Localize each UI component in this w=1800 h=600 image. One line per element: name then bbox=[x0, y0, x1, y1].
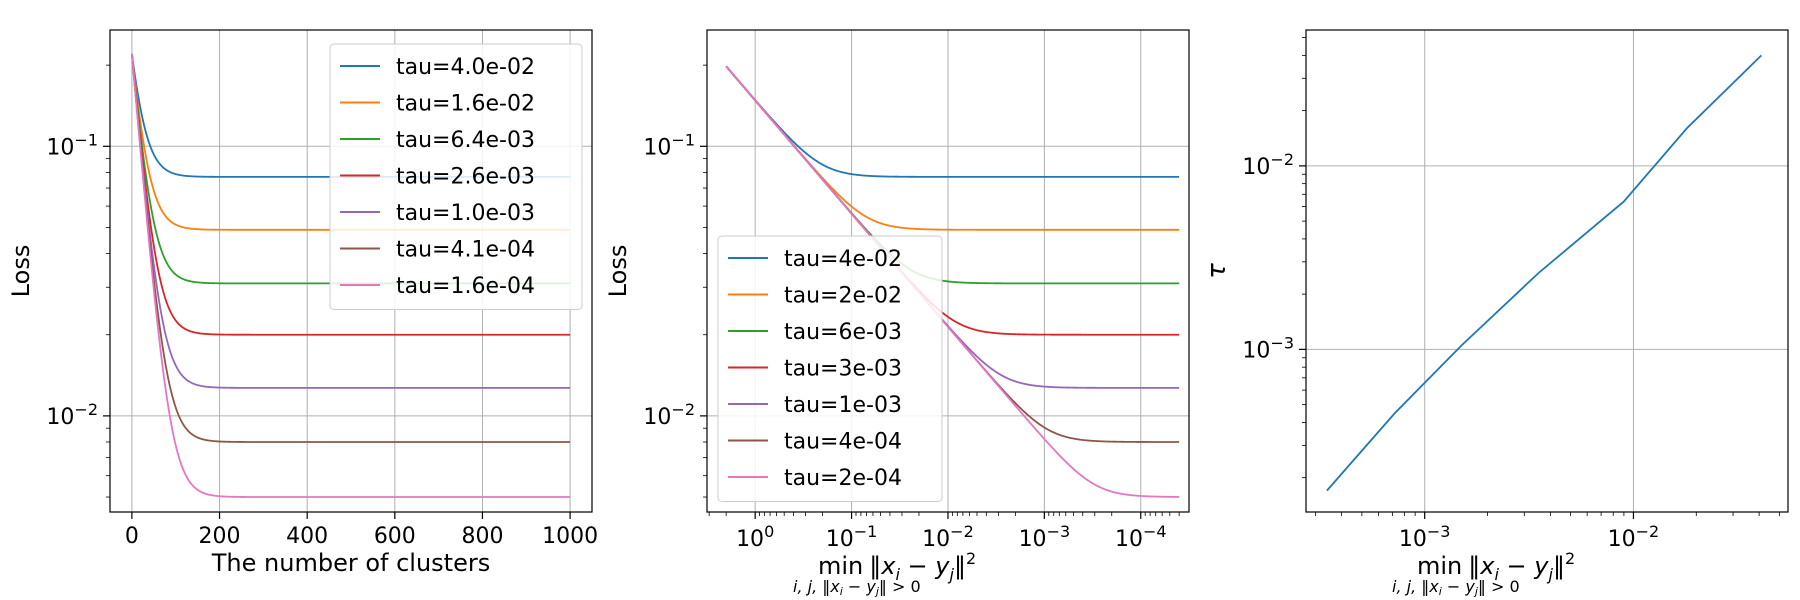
x-tick-label: 800 bbox=[461, 524, 503, 549]
x-tick-label: 400 bbox=[286, 524, 328, 549]
legend-label: tau=2.6e-03 bbox=[396, 165, 535, 190]
series-line bbox=[725, 65, 1180, 178]
legend-label: tau=6.4e-03 bbox=[396, 128, 535, 153]
x-axis-label: min ‖xi − yj‖2 bbox=[1417, 549, 1575, 584]
x-tick-label: 200 bbox=[199, 524, 241, 549]
series-line bbox=[131, 53, 571, 498]
x-tick-label: 10−3 bbox=[1399, 522, 1451, 552]
axes-frame bbox=[706, 29, 1190, 513]
legend-label: tau=6e-03 bbox=[784, 320, 902, 345]
y-axis-label: Loss bbox=[7, 245, 35, 298]
x-tick-label: 10−2 bbox=[1608, 522, 1660, 552]
series-line bbox=[725, 65, 1180, 231]
axes-frame bbox=[1305, 29, 1789, 513]
series-line bbox=[725, 65, 1180, 498]
x-tick-label: 10−4 bbox=[1115, 522, 1167, 552]
x-tick-label: 10−1 bbox=[826, 522, 878, 552]
legend-label: tau=1.0e-03 bbox=[396, 201, 535, 226]
legend-label: tau=1.6e-04 bbox=[396, 274, 535, 299]
y-tick-label: 10−1 bbox=[46, 130, 98, 160]
legend-box bbox=[329, 43, 583, 310]
x-tick-label: 10−2 bbox=[922, 522, 974, 552]
legend-label: tau=4e-02 bbox=[784, 247, 902, 272]
x-axis-label: The number of clusters bbox=[211, 549, 490, 577]
y-tick-label: 10−2 bbox=[46, 400, 98, 430]
y-axis-label: Loss bbox=[604, 245, 632, 298]
series-line bbox=[1326, 54, 1762, 492]
legend-label: tau=1e-03 bbox=[784, 393, 902, 418]
y-axis-label: τ bbox=[1202, 263, 1232, 279]
legend-label: tau=1.6e-02 bbox=[396, 92, 535, 117]
legend-label: tau=4e-04 bbox=[784, 430, 902, 455]
y-tick-label: 10−2 bbox=[643, 400, 695, 430]
legend-box bbox=[717, 235, 943, 502]
legend-label: tau=2e-04 bbox=[784, 466, 902, 491]
x-tick-label: 1000 bbox=[542, 524, 598, 549]
axes-frame bbox=[109, 29, 593, 513]
y-tick-label: 10−1 bbox=[643, 130, 695, 160]
y-tick-label: 10−2 bbox=[1242, 150, 1294, 180]
x-tick-label: 100 bbox=[736, 522, 774, 552]
y-tick-label: 10−3 bbox=[1242, 333, 1294, 363]
series-line bbox=[131, 53, 571, 389]
x-tick-label: 600 bbox=[374, 524, 416, 549]
series-line bbox=[131, 53, 571, 336]
chart-left: 0 200 400 600 800 1000 10−1 10−2 The number of c… bbox=[7, 29, 598, 577]
x-tick-label: 0 bbox=[125, 524, 139, 549]
legend-label: tau=4.1e-04 bbox=[396, 238, 535, 263]
x-axis-label: min ‖xi − yj‖2 bbox=[818, 549, 976, 584]
series-line bbox=[131, 53, 571, 443]
legend-label: tau=4.0e-02 bbox=[396, 55, 535, 80]
x-axis-label-subscript: i, j, ‖xi − yj‖ > 0 bbox=[793, 577, 921, 598]
legend-label: tau=3e-03 bbox=[784, 357, 902, 382]
x-axis-label-subscript: i, j, ‖xi − yj‖ > 0 bbox=[1392, 577, 1520, 598]
x-tick-label: 10−3 bbox=[1019, 522, 1071, 552]
legend-label: tau=2e-02 bbox=[784, 284, 902, 309]
